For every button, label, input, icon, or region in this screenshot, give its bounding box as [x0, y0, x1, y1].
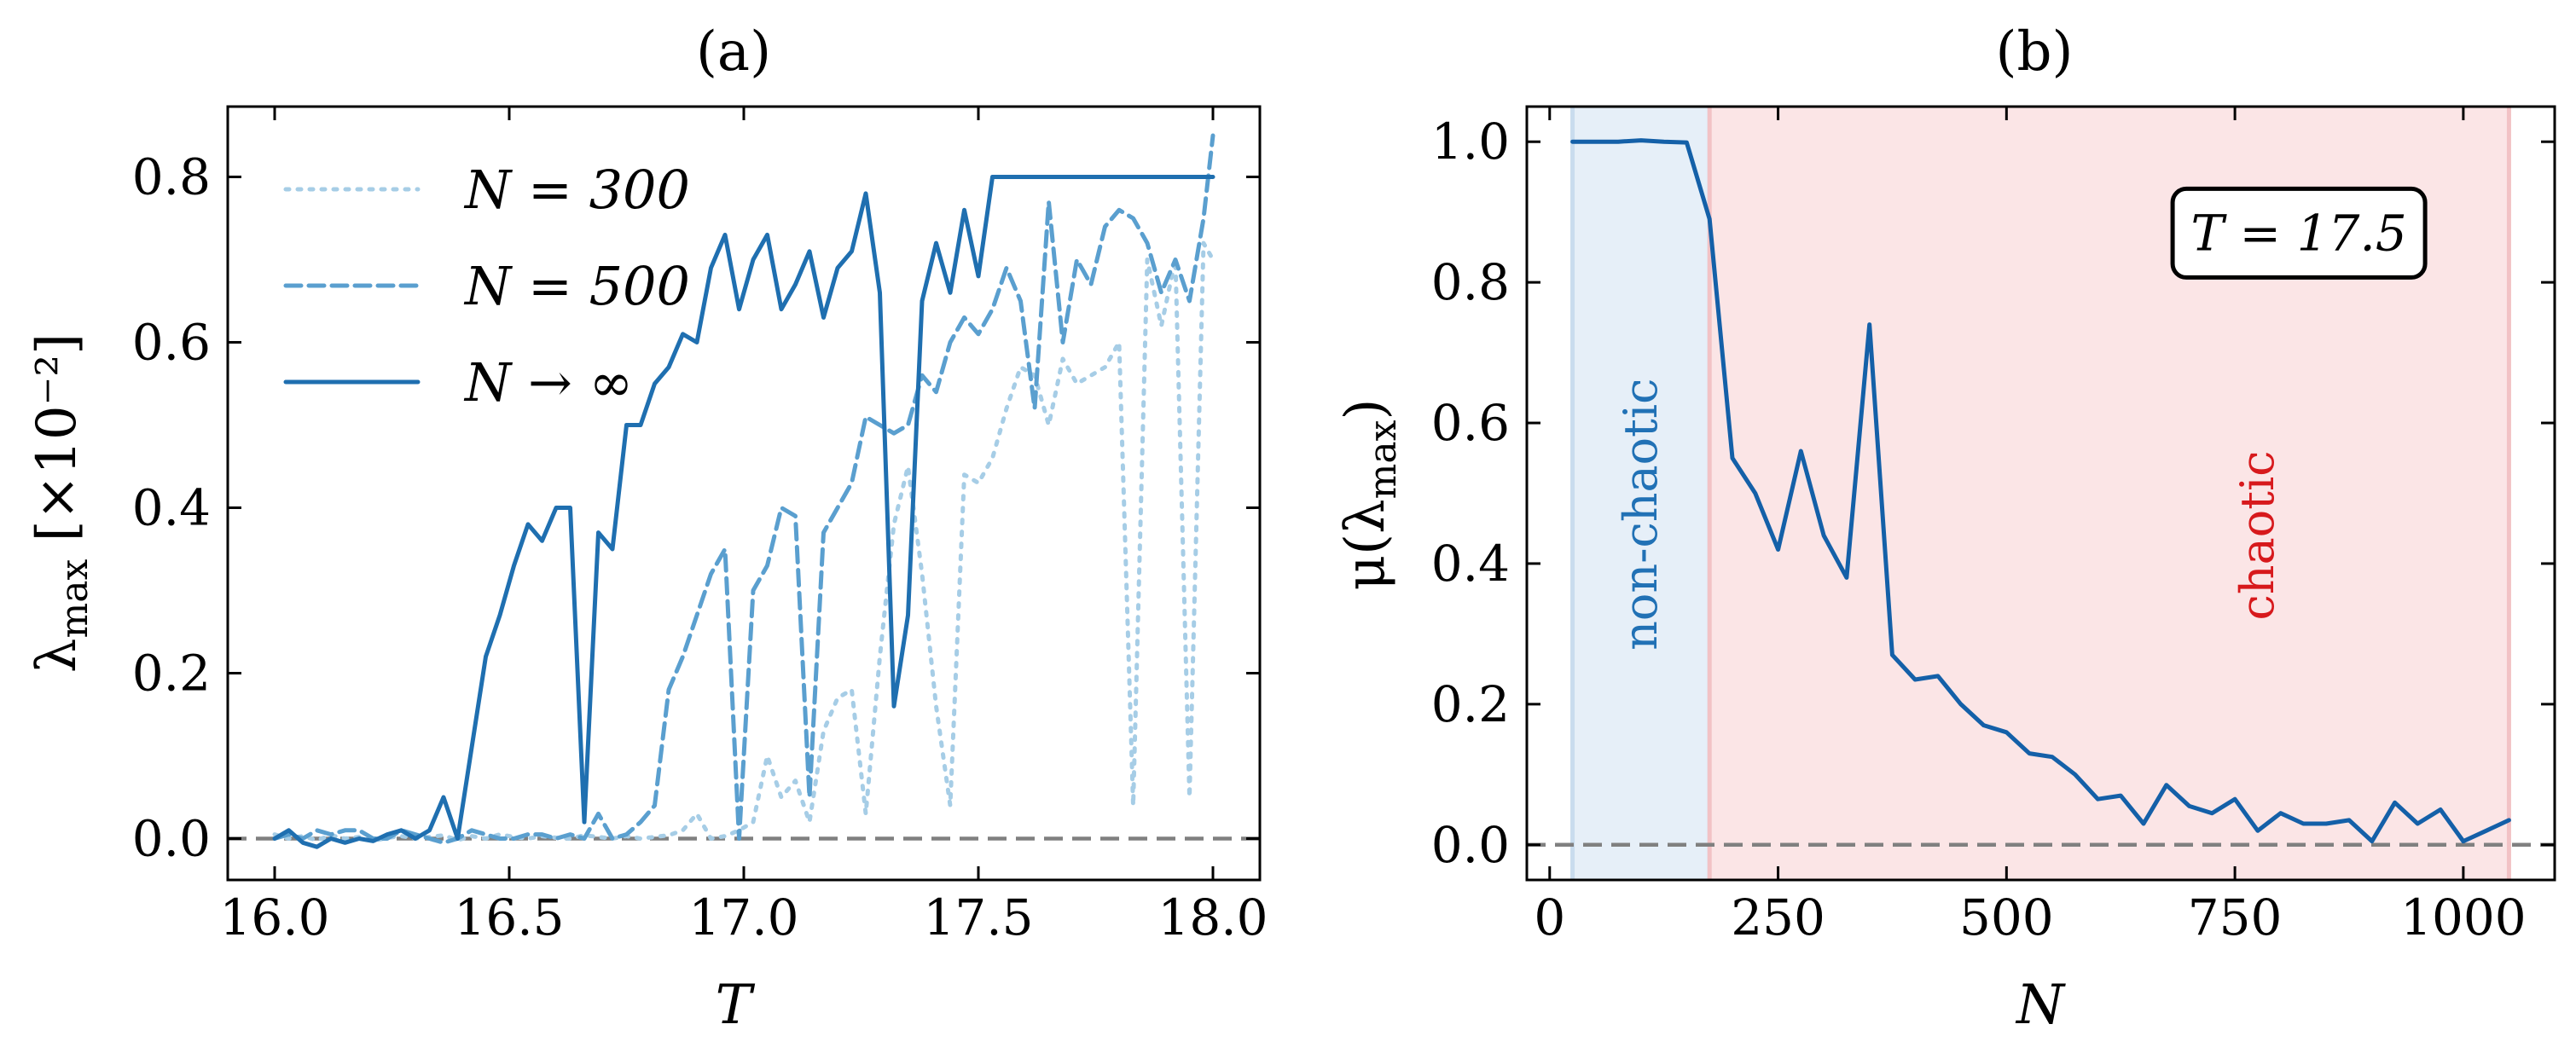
chaotic-region-label: chaotic	[2231, 450, 2284, 620]
panel-b-y-axis-suffix: )	[1334, 399, 1397, 420]
non-chaotic-region-label: non-chaotic	[1614, 379, 1668, 651]
panel-b-y-tick-label: 0.0	[1431, 816, 1510, 874]
panel-a-plot-area: 16.0 16.5 17.0 17.5 18.0 0.0 0.2 0.4 0.6 0.8 N = 3…	[132, 105, 1268, 946]
panel-a-legend: N = 300 N = 500 N → ∞	[283, 159, 690, 414]
svg-text:λmax [×10⁻²]: λmax [×10⁻²]	[26, 333, 96, 673]
panel-b: (b) non-chaotic chaotic 0 250 500 750 1000 0.0 0…	[1334, 20, 2556, 1037]
panel-b-plot-area: non-chaotic chaotic 0 250 500 750 1000 0.0 0.2 0.…	[1431, 105, 2556, 946]
panel-b-x-axis-title: N	[2015, 974, 2066, 1037]
series-n300-line	[272, 240, 1215, 843]
panel-a-y-tick-label: 0.2	[132, 644, 211, 702]
panel-a-y-axis-symbol: λ	[26, 639, 89, 674]
panel-b-x-tick-label: 500	[1959, 888, 2054, 946]
svg-text:μ(λmax): μ(λmax)	[1334, 399, 1405, 591]
panel-b-x-tick-label: 0	[1534, 888, 1565, 946]
annotation-text: T = 17.5	[2190, 204, 2406, 262]
non-chaotic-region	[1572, 107, 1710, 880]
legend-label-2: N → ∞	[463, 351, 633, 414]
panel-b-y-tick-label: 0.4	[1431, 535, 1510, 593]
panel-a-y-tick-label: 0.0	[132, 809, 211, 867]
panel-b-y-tick-label: 0.6	[1431, 394, 1510, 452]
panel-a-x-tick-label: 17.5	[923, 888, 1033, 946]
panel-a: (a) 16.0 16.5 17.0 17.5 18.0 0.0 0.2 0.4 0.6 0.8 N…	[26, 20, 1268, 1037]
panel-a-title: (a)	[696, 20, 771, 84]
panel-b-x-tick-label: 250	[1731, 888, 1825, 946]
panel-b-y-tick-label: 0.8	[1431, 253, 1510, 311]
panel-a-y-axis-title: λmax [×10⁻²]	[26, 333, 96, 673]
panel-a-x-tick-label: 16.0	[219, 888, 329, 946]
panel-a-x-axis-title: T	[716, 974, 756, 1037]
legend-label-1: N = 500	[463, 255, 690, 317]
panel-b-y-tick-label: 0.2	[1431, 675, 1510, 733]
panel-a-y-tick-label: 0.8	[132, 148, 211, 205]
legend-label-0: N = 300	[463, 159, 690, 221]
panel-a-x-tick-label: 16.5	[454, 888, 564, 946]
panel-a-y-axis-subscript: max	[53, 559, 96, 639]
panel-b-x-tick-label: 750	[2188, 888, 2283, 946]
annotation-box	[2170, 186, 2428, 280]
panel-b-x-tick-label: 1000	[2400, 888, 2527, 946]
panel-a-y-tick-label: 0.6	[132, 313, 211, 371]
panel-a-y-axis-unit: [×10⁻²]	[26, 333, 89, 541]
series-n500-line	[272, 133, 1215, 845]
series-n-infinity-line	[272, 175, 1215, 849]
panel-b-title: (b)	[1996, 20, 2074, 84]
panel-a-x-tick-label: 18.0	[1157, 888, 1268, 946]
panel-b-y-tick-label: 1.0	[1431, 113, 1510, 171]
panel-b-y-axis-prefix: μ(λ	[1334, 499, 1397, 590]
panel-b-y-axis-subscript: max	[1361, 420, 1405, 499]
panel-b-series-line	[1570, 138, 2511, 844]
panel-b-axes-frame	[1525, 105, 2556, 882]
panel-a-x-tick-label: 17.0	[688, 888, 798, 946]
panel-a-y-tick-label: 0.4	[132, 478, 211, 536]
panel-b-y-axis-title: μ(λmax)	[1334, 399, 1405, 591]
